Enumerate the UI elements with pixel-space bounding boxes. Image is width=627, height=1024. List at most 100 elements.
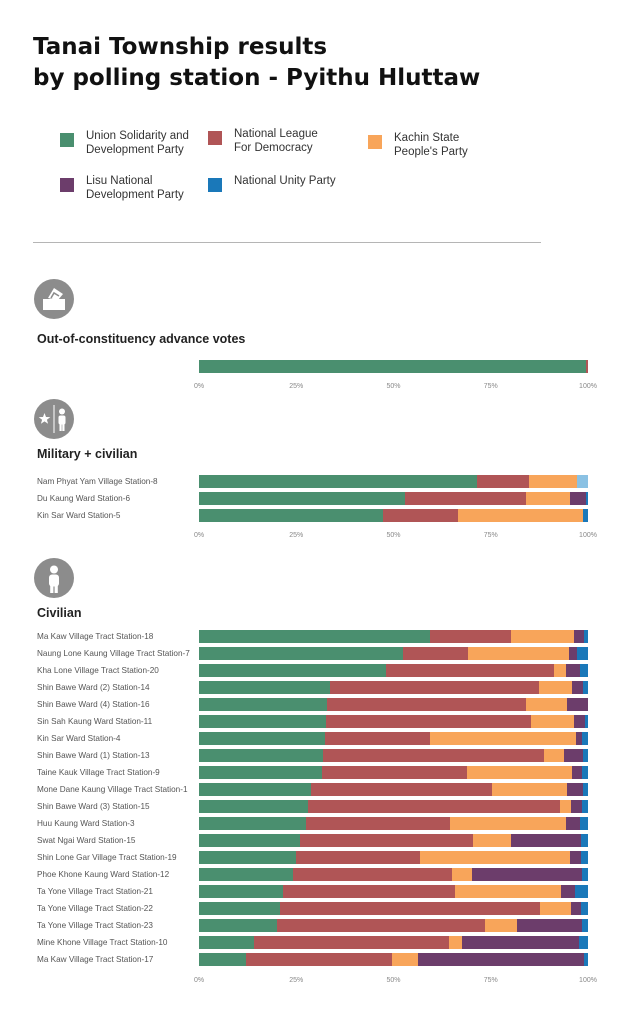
row-label: Kin Sar Ward Station-4 — [37, 734, 121, 743]
bar-segment — [199, 715, 326, 728]
bar-segment — [579, 664, 588, 677]
bar-segment — [458, 509, 583, 522]
x-tick-label: 50% — [386, 977, 401, 984]
bar-segment — [283, 885, 455, 898]
x-tick-label: 0% — [193, 383, 205, 390]
row-label: Kin Sar Ward Station-5 — [37, 511, 121, 520]
x-tick-label: 25% — [289, 383, 304, 390]
stacked-bar — [199, 681, 588, 694]
person-icon — [34, 558, 74, 598]
bar-segment — [584, 953, 588, 966]
bar-segment — [199, 936, 254, 949]
bar-segment — [430, 732, 577, 745]
bar-segment — [199, 766, 322, 779]
row-label: Taine Kauk Village Tract Station-9 — [37, 768, 160, 777]
bar-segment — [565, 817, 580, 830]
bar-segment — [581, 766, 588, 779]
bar-segment — [529, 475, 578, 488]
bar-segment — [199, 509, 383, 522]
stacked-bar — [199, 953, 588, 966]
legend-swatch-nld — [208, 131, 222, 145]
legend-swatch-nup — [208, 178, 222, 192]
legend-label-nup: National Unity Party — [234, 175, 336, 187]
bar-segment — [417, 953, 585, 966]
bar-segment — [510, 834, 581, 847]
row-label: Huu Kaung Ward Station-3 — [37, 819, 135, 828]
bar-segment — [566, 664, 580, 677]
bar-segment — [199, 902, 280, 915]
bar-segment — [581, 868, 588, 881]
row-label: Ma Kaw Village Tract Station-17 — [37, 955, 154, 964]
bar-segment — [582, 681, 588, 694]
bar-segment — [454, 885, 562, 898]
stacked-bar — [199, 647, 588, 660]
legend-label-nld: National League For Democracy — [234, 128, 318, 154]
x-tick-label: 100% — [579, 532, 597, 539]
row-label: Ta Yone Village Tract Station-22 — [37, 904, 153, 913]
stacked-bar — [199, 851, 588, 864]
bar-segment — [585, 492, 588, 505]
bar-segment — [199, 664, 387, 677]
bar-segment — [477, 475, 530, 488]
stacked-bar — [199, 885, 588, 898]
bar-segment — [580, 902, 588, 915]
stacked-bar — [199, 936, 588, 949]
bar-segment — [295, 851, 420, 864]
legend-swatch-usdp — [60, 133, 74, 147]
stacked-bar — [199, 492, 588, 505]
bar-segment — [526, 492, 570, 505]
x-tick-label: 25% — [289, 977, 304, 984]
bar-segment — [526, 698, 568, 711]
bar-segment — [305, 817, 450, 830]
bar-segment — [253, 936, 449, 949]
bar-segment — [429, 630, 511, 643]
bar-segment — [199, 885, 284, 898]
bar-segment — [199, 800, 309, 813]
row-label: Shin Bawe Ward (2) Station-14 — [37, 683, 150, 692]
military-civilian-icon — [34, 399, 74, 439]
bar-segment — [567, 698, 588, 711]
row-label: Mine Khone Village Tract Station-10 — [37, 938, 168, 947]
bar-segment — [330, 681, 539, 694]
bar-segment — [325, 715, 531, 728]
ballot-box-icon — [34, 279, 74, 319]
bar-segment — [517, 919, 582, 932]
bar-segment — [199, 749, 324, 762]
row-label: Shin Bawe Ward (3) Station-15 — [37, 802, 150, 811]
legend-label-usdp: Union Solidarity and Development Party — [86, 130, 189, 156]
divider — [33, 242, 541, 243]
bar-segment — [461, 936, 579, 949]
bar-segment — [582, 749, 588, 762]
row-label: Ta Yone Village Tract Station-23 — [37, 921, 153, 930]
bar-segment — [199, 732, 326, 745]
bar-segment — [563, 749, 583, 762]
bar-segment — [199, 630, 430, 643]
row-label: Ma Kaw Village Tract Station-18 — [37, 632, 154, 641]
bar-segment — [311, 783, 492, 796]
bar-segment — [578, 936, 588, 949]
legend-item-kspp: Kachin State People's Party — [368, 131, 484, 159]
bar-segment — [571, 800, 583, 813]
bar-segment — [199, 698, 327, 711]
bar-segment — [276, 919, 486, 932]
row-label: Nam Phyat Yam Village Station-8 — [37, 477, 158, 486]
bar-segment — [323, 749, 545, 762]
bar-segment — [382, 509, 459, 522]
legend-swatch-lndp — [60, 178, 74, 192]
bar-segment — [573, 715, 585, 728]
stacked-bar — [199, 902, 588, 915]
bar-segment — [582, 783, 588, 796]
x-tick-label: 75% — [483, 383, 498, 390]
bar-segment — [404, 492, 527, 505]
bar-segment — [325, 732, 431, 745]
bar-segment — [279, 902, 540, 915]
bar-segment — [570, 902, 581, 915]
bar-segment — [199, 647, 403, 660]
bar-segment — [321, 766, 468, 779]
stacked-bar — [199, 509, 588, 522]
stacked-bar — [199, 664, 588, 677]
row-label: Shin Lone Gar Village Tract Station-19 — [37, 853, 177, 862]
stacked-bar — [199, 630, 588, 643]
bar-segment — [391, 953, 418, 966]
bar-segment — [579, 817, 588, 830]
